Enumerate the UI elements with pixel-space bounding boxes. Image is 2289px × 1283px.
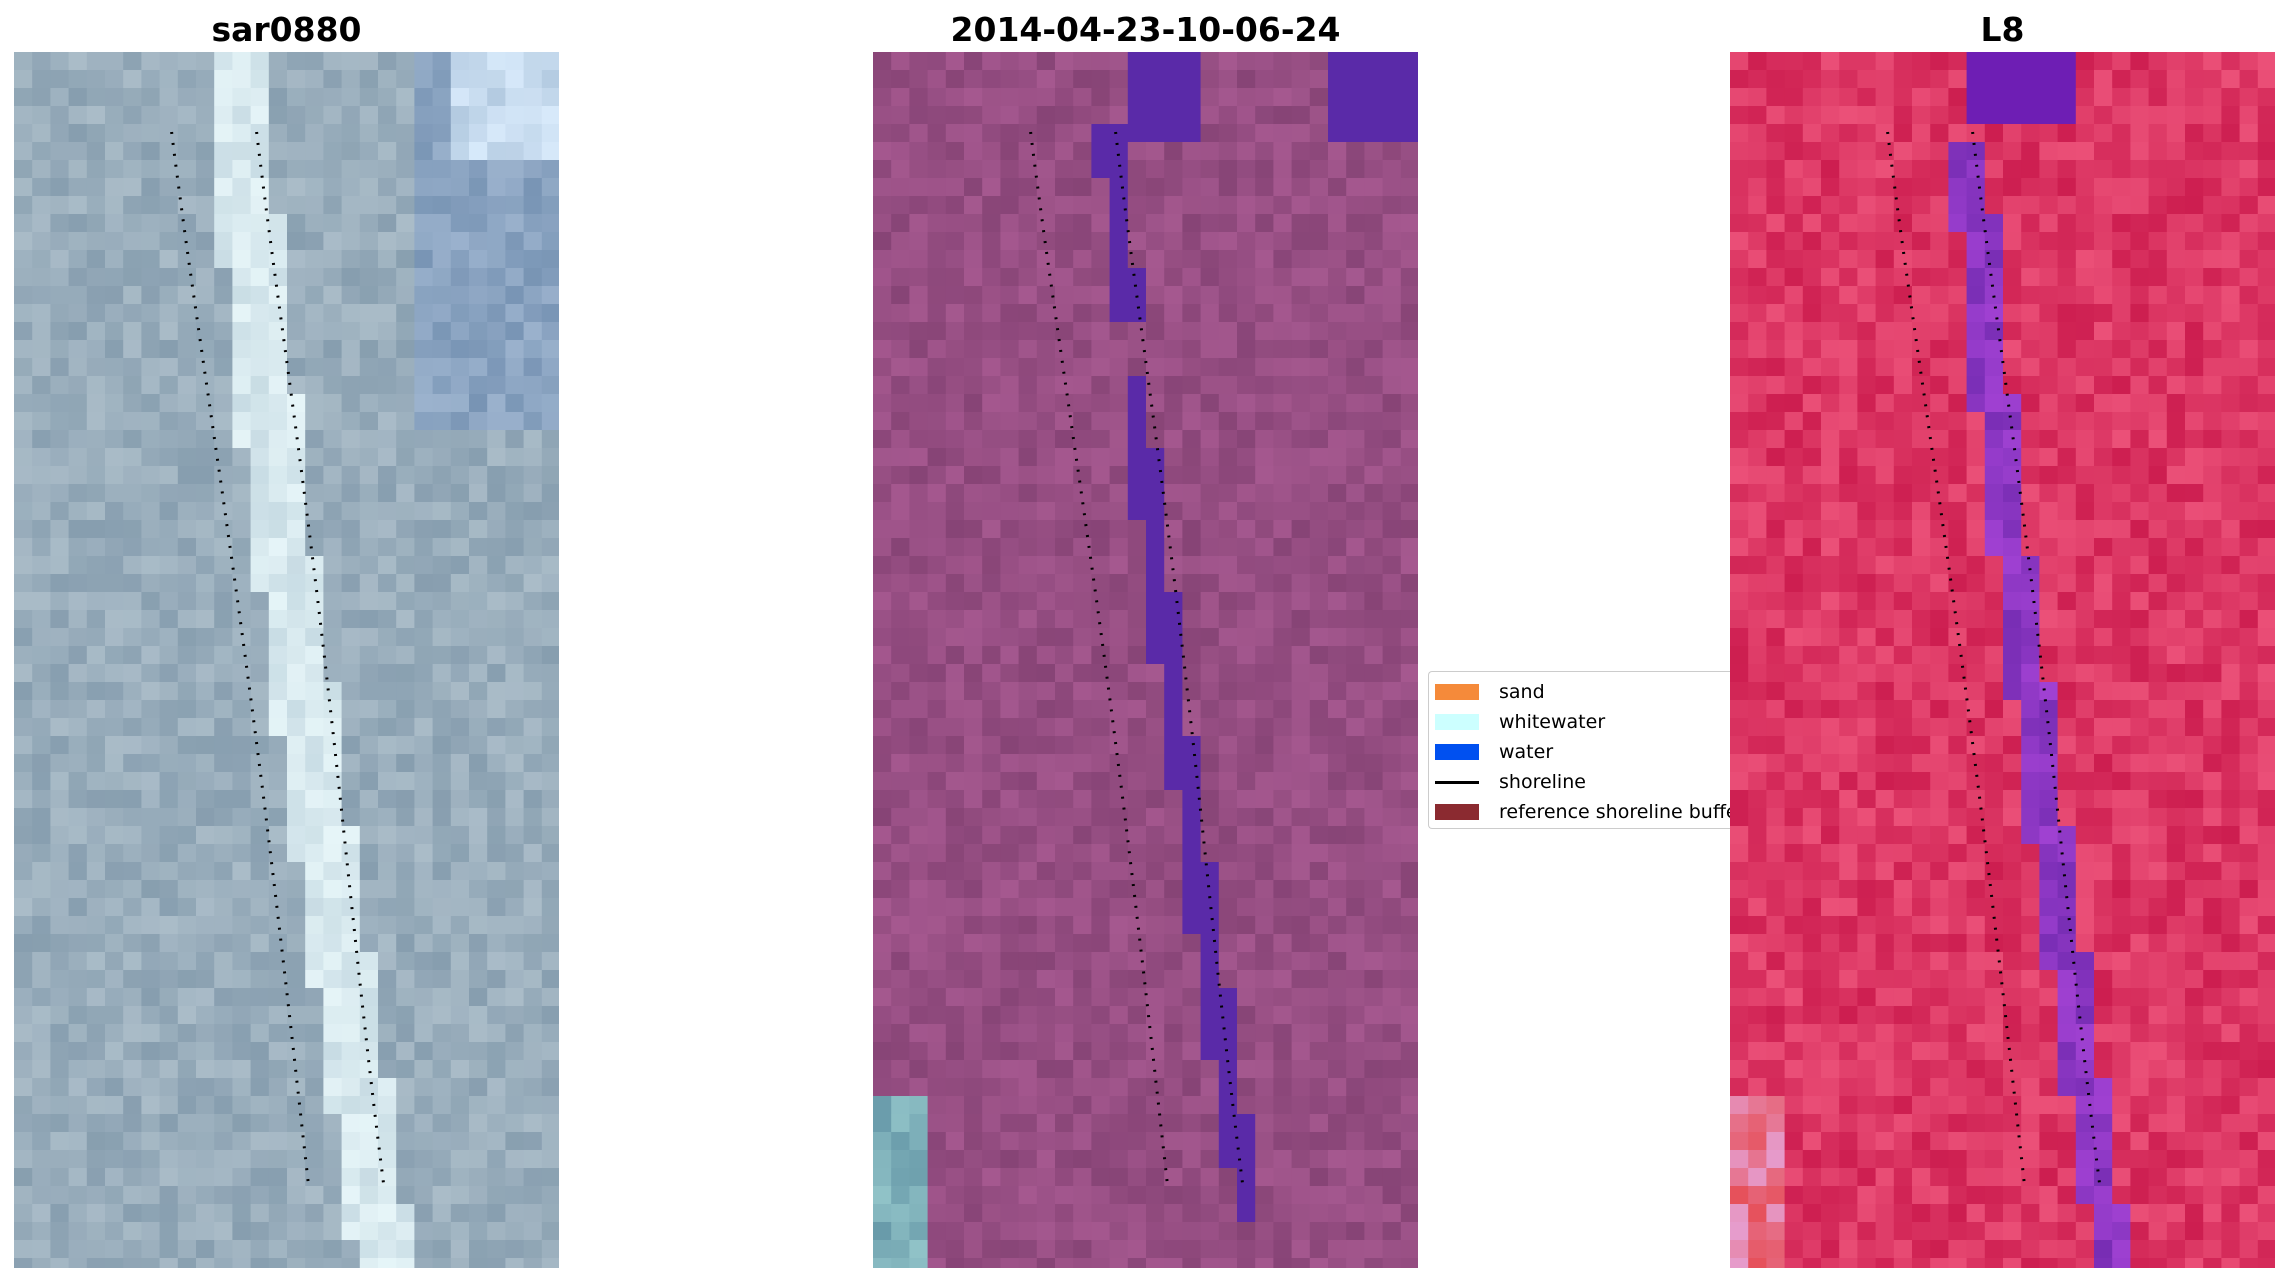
rgb-image-panel [14, 52, 559, 1268]
panel-title-rgb: sar0880 [211, 10, 362, 49]
legend-label: reference shoreline buffer [1499, 801, 1730, 823]
classified-image [873, 52, 1418, 1268]
legend-item-whitewater: whitewater [1435, 707, 1605, 737]
water-swatch [1435, 744, 1479, 760]
panel-title-classified: 2014-04-23-10-06-24 [950, 10, 1341, 49]
shoreline-dotted-left [1029, 131, 1170, 1189]
rgb-image [14, 52, 559, 1268]
false-color-image-panel [1730, 52, 2275, 1268]
false-color-image [1730, 52, 2275, 1268]
legend: sand whitewater water shoreline referenc… [1428, 671, 1730, 829]
false-color-pixel-grid [1730, 52, 2275, 1268]
shoreline-dotted-left [1886, 131, 2027, 1189]
legend-label: water [1499, 741, 1554, 763]
legend-item-water: water [1435, 737, 1553, 767]
shoreline-dotted-right [1114, 131, 1245, 1189]
whitewater-swatch [1435, 714, 1479, 730]
reference-buffer-swatch [1435, 804, 1479, 820]
sand-swatch [1435, 684, 1479, 700]
shoreline-line-swatch [1435, 780, 1479, 784]
shoreline-dotted-left [170, 131, 311, 1189]
legend-item-shoreline: shoreline [1435, 767, 1586, 797]
rgb-pixel-grid [14, 52, 559, 1268]
legend-label: whitewater [1499, 711, 1606, 733]
shoreline-dotted-right [1971, 131, 2102, 1189]
panel-title-satellite: L8 [1980, 10, 2025, 49]
legend-item-reference-buffer: reference shoreline buffer [1435, 797, 1730, 827]
legend-item-sand: sand [1435, 677, 1545, 707]
classified-image-panel [873, 52, 1418, 1268]
legend-label: shoreline [1499, 771, 1586, 793]
legend-label: sand [1499, 681, 1545, 703]
classified-pixel-grid [873, 52, 1418, 1268]
shoreline-dotted-right [255, 131, 386, 1189]
